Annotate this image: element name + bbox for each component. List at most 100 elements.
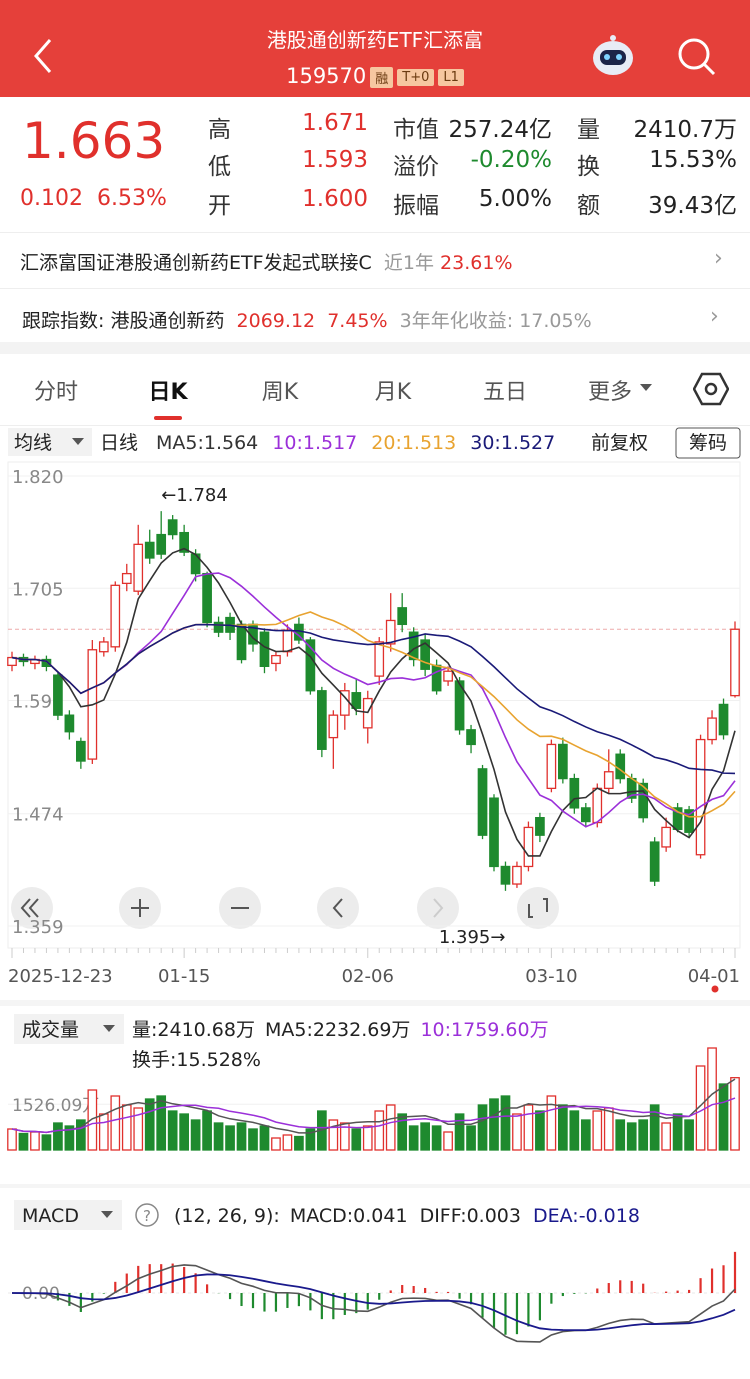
- chip[interactable]: 筹码: [689, 432, 727, 454]
- index-value: 2069.12: [236, 310, 316, 332]
- vol-ma-line: [11, 1078, 736, 1134]
- volume-bar: [385, 1104, 396, 1151]
- high-label: ←1.784: [161, 485, 228, 506]
- volume-bar: [87, 1089, 98, 1151]
- volume-bar: [615, 1119, 626, 1151]
- index-extra: 3年年化收益: 17.05%: [399, 310, 592, 332]
- candle-body: [558, 743, 568, 780]
- tab[interactable]: 日K: [148, 380, 188, 405]
- x-tick-label: 03-10: [525, 966, 577, 987]
- volume-bar: [500, 1095, 511, 1151]
- tab[interactable]: 月K: [374, 380, 412, 405]
- candle-body: [167, 519, 178, 536]
- volume-bar: [30, 1131, 40, 1151]
- volume-bar: [133, 1107, 144, 1151]
- candle-body: [615, 753, 626, 780]
- candle-body: [523, 826, 534, 868]
- tab[interactable]: 周K: [261, 380, 299, 405]
- code-row: 159570 融 T+0 L1: [0, 64, 750, 88]
- volume-bar: [259, 1125, 270, 1151]
- stat-value: -0.20%: [470, 147, 552, 173]
- search-icon[interactable]: [676, 36, 718, 78]
- volume-bar: [569, 1110, 580, 1151]
- price: 1.663: [22, 112, 166, 170]
- nav-button[interactable]: [317, 887, 359, 929]
- candle-body: [133, 543, 144, 592]
- candle-body: [385, 619, 396, 645]
- volume-bar: [512, 1113, 522, 1151]
- nav-button[interactable]: [11, 887, 53, 929]
- volume-bar: [523, 1104, 534, 1151]
- candle-body: [213, 621, 224, 633]
- tab[interactable]: 更多: [587, 380, 632, 405]
- volume-bar: [328, 1119, 339, 1151]
- candle-body: [202, 572, 212, 624]
- macd-params: (12, 26, 9):: [174, 1205, 280, 1227]
- x-tick-label: 04-01: [688, 966, 740, 987]
- volume-bar: [18, 1132, 29, 1151]
- back-button[interactable]: [30, 36, 60, 76]
- volume-bar: [684, 1119, 694, 1151]
- volume-bar: [603, 1107, 614, 1151]
- candle-body: [443, 670, 453, 682]
- stat-label: 低: [208, 154, 231, 180]
- nav-button[interactable]: [417, 887, 459, 929]
- y-tick-label: 1.705: [12, 579, 64, 600]
- ma-line: [11, 547, 736, 857]
- y-tick-label: 1.474: [12, 805, 64, 826]
- volume-bar: [294, 1135, 304, 1151]
- volume-bar: [248, 1128, 258, 1151]
- ma-menu[interactable]: 均线: [14, 432, 52, 454]
- candle-body: [179, 531, 189, 553]
- volume-bar: [144, 1098, 155, 1151]
- candle-body: [684, 809, 694, 833]
- volume-bar: [592, 1110, 603, 1151]
- tab[interactable]: 五日: [482, 380, 527, 405]
- volume-bar: [638, 1119, 649, 1151]
- volume-bar: [76, 1119, 86, 1151]
- volume-bar: [420, 1122, 430, 1151]
- settings-icon[interactable]: [693, 372, 729, 406]
- candle-body: [649, 841, 660, 882]
- ma-line: [11, 611, 736, 818]
- volume-bar: [408, 1125, 419, 1151]
- candle-body: [431, 664, 442, 692]
- tab[interactable]: 分时: [33, 380, 78, 405]
- fund-name: 汇添富国证港股通创新药ETF发起式联接C: [20, 252, 372, 274]
- volume-bar: [454, 1113, 465, 1151]
- candle-body: [121, 572, 132, 585]
- stat-value: 5.00%: [478, 186, 552, 212]
- volume-bar: [649, 1104, 660, 1151]
- vol-menu[interactable]: 成交量: [22, 1019, 79, 1041]
- macd-label: MACD:0.041: [290, 1205, 408, 1227]
- candle-body: [156, 533, 167, 555]
- candle-body: [535, 816, 545, 836]
- fund-link[interactable]: 汇添富国证港股通创新药ETF发起式联接C 近1年 23.61%: [20, 248, 513, 275]
- help-icon[interactable]: [135, 1203, 159, 1227]
- volume-bar: [397, 1113, 408, 1151]
- tag: L1: [438, 68, 464, 86]
- macd-menu[interactable]: MACD: [22, 1205, 79, 1227]
- stat-label: 振幅: [393, 193, 439, 219]
- macd-label: DIFF:0.003: [420, 1205, 521, 1227]
- volume-bar: [202, 1110, 212, 1151]
- stat-label: 开: [208, 193, 231, 219]
- assistant-icon[interactable]: [588, 34, 638, 78]
- candle-body: [98, 641, 109, 653]
- stat-label: 溢价: [393, 154, 439, 180]
- index-link[interactable]: 跟踪指数: 港股通创新药 2069.12 7.45% 3年年化收益: 17.05…: [22, 306, 592, 333]
- volume-bar: [110, 1095, 121, 1151]
- ma-label: 20:1.513: [371, 432, 456, 454]
- index-name: 跟踪指数: 港股通创新药: [22, 310, 225, 332]
- candle-body: [110, 584, 121, 648]
- stat-value: 39.43亿: [648, 193, 737, 219]
- stat-value: 1.600: [302, 186, 368, 212]
- chip-box: [675, 427, 741, 459]
- volume-bar: [236, 1122, 247, 1151]
- nav-button[interactable]: [517, 887, 559, 929]
- ma-label: 10:1.517: [272, 432, 357, 454]
- ma-label: 30:1.527: [470, 432, 555, 454]
- candle-body: [512, 865, 522, 885]
- candle-body: [282, 629, 293, 653]
